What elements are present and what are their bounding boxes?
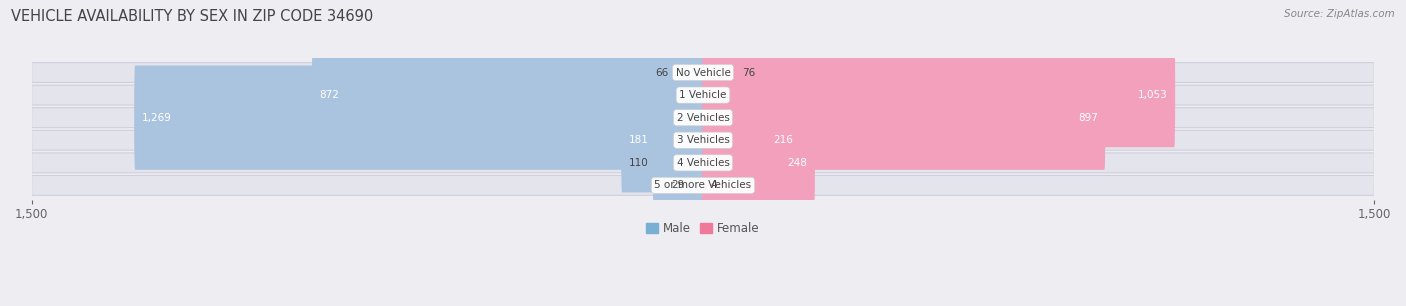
FancyBboxPatch shape [702,43,1175,147]
Text: 897: 897 [1078,113,1098,123]
FancyBboxPatch shape [32,63,1374,82]
Text: 5 or more Vehicles: 5 or more Vehicles [654,181,752,190]
Text: 110: 110 [628,158,648,168]
FancyBboxPatch shape [652,111,704,215]
Text: 1,269: 1,269 [142,113,172,123]
Text: Source: ZipAtlas.com: Source: ZipAtlas.com [1284,9,1395,19]
Text: 66: 66 [655,68,668,77]
Text: VEHICLE AVAILABILITY BY SEX IN ZIP CODE 34690: VEHICLE AVAILABILITY BY SEX IN ZIP CODE … [11,9,374,24]
FancyBboxPatch shape [32,153,1374,173]
Text: 3 Vehicles: 3 Vehicles [676,135,730,145]
FancyBboxPatch shape [32,130,1374,150]
FancyBboxPatch shape [32,85,1374,105]
FancyBboxPatch shape [702,88,800,192]
Text: 181: 181 [628,135,648,145]
FancyBboxPatch shape [32,175,1374,195]
Text: 872: 872 [319,90,339,100]
Text: 216: 216 [773,135,793,145]
Text: 2 Vehicles: 2 Vehicles [676,113,730,123]
Text: No Vehicle: No Vehicle [675,68,731,77]
FancyBboxPatch shape [134,65,704,170]
Text: 248: 248 [787,158,807,168]
Text: 1,053: 1,053 [1137,90,1167,100]
Legend: Male, Female: Male, Female [641,217,765,240]
FancyBboxPatch shape [621,88,704,192]
Text: 4: 4 [710,181,717,190]
Text: 76: 76 [742,68,755,77]
FancyBboxPatch shape [672,21,704,125]
FancyBboxPatch shape [702,65,1105,170]
Text: 4 Vehicles: 4 Vehicles [676,158,730,168]
Text: 29: 29 [672,181,685,190]
FancyBboxPatch shape [702,133,706,237]
FancyBboxPatch shape [689,133,704,237]
FancyBboxPatch shape [32,108,1374,128]
FancyBboxPatch shape [702,111,815,215]
FancyBboxPatch shape [312,43,704,147]
FancyBboxPatch shape [702,21,738,125]
Text: 1 Vehicle: 1 Vehicle [679,90,727,100]
